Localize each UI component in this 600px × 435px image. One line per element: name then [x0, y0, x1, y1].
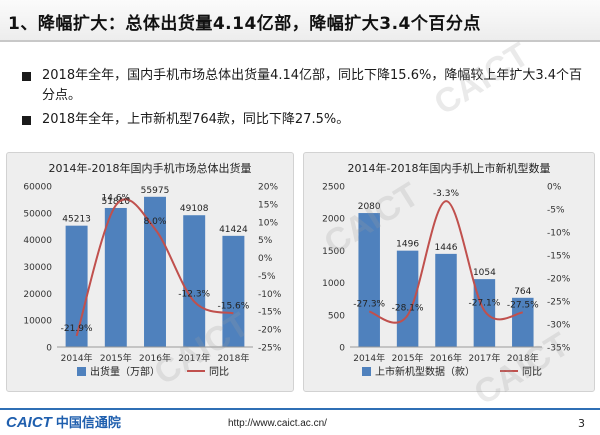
y-right-tick-label: 15% — [258, 200, 278, 210]
slide-title: 1、降幅扩大：总体出货量4.14亿部，降幅扩大3.4个百分点 — [8, 14, 481, 34]
logo-cn-text: 中国信通院 — [55, 416, 121, 431]
y-right-tick-label: -25% — [258, 344, 282, 354]
chart-title: 2014年-2018年国内手机上市新机型数量 — [348, 161, 551, 175]
x-tick-label: 2017年 — [178, 352, 210, 364]
x-tick-label: 2016年 — [139, 352, 171, 364]
legend-bar-label: 上市新机型数据（款） — [375, 365, 475, 378]
y-left-tick-label: 2500 — [322, 183, 345, 193]
shipment-chart-panel: 2014年-2018年国内手机市场总体出货量 0 10000 20000 30000 40… — [6, 152, 294, 392]
y-left-tick-label: 0 — [46, 344, 52, 354]
y-left-tick-label: 2000 — [322, 215, 345, 225]
y-left-tick-label: 500 — [328, 311, 345, 321]
x-tick-label: 2015年 — [392, 352, 424, 364]
line-value-label: 8.0% — [144, 217, 167, 227]
bar — [222, 235, 245, 347]
bar — [104, 207, 127, 347]
x-tick-label: 2016年 — [430, 352, 462, 364]
bar — [435, 253, 457, 347]
legend-bar-swatch — [77, 367, 86, 376]
new-models-chart-panel: 2014年-2018年国内手机上市新机型数量 0 500 1000 1500 2000 25… — [303, 152, 595, 392]
y-right-tick-label: -10% — [547, 229, 571, 239]
y-right-tick-label: -5% — [258, 272, 276, 282]
line-value-label: -27.3% — [353, 300, 385, 310]
page-number: 3 — [578, 417, 585, 430]
bullet-list: 2018年全年，国内手机市场总体出货量4.14亿部，同比下降15.6%，降幅较上… — [22, 66, 592, 134]
bar — [358, 213, 380, 347]
bar-value-label: 55975 — [141, 186, 170, 196]
bar-value-label: 2080 — [358, 202, 381, 212]
y-right-tick-label: -20% — [547, 275, 571, 285]
line-value-label: -15.6% — [217, 301, 249, 311]
bar — [396, 250, 419, 347]
y-right-tick-label: -35% — [547, 344, 571, 354]
y-left-tick-label: 0 — [339, 344, 345, 354]
x-tick-label: 2018年 — [507, 352, 539, 364]
yoy-line — [368, 200, 523, 324]
y-left-tick-label: 10000 — [23, 317, 52, 327]
bar — [512, 297, 534, 347]
x-tick-label: 2014年 — [61, 352, 93, 364]
bar-value-label: 41424 — [219, 225, 248, 235]
line-value-label: -12.3% — [178, 290, 210, 300]
y-left-tick-label: 1000 — [322, 279, 345, 289]
y-right-tick-label: -15% — [258, 308, 282, 318]
bar-value-label: 51810 — [101, 197, 130, 207]
y-right-tick-label: 0% — [547, 183, 562, 193]
y-right-tick-label: -10% — [258, 290, 282, 300]
x-tick-label: 2014年 — [353, 352, 385, 364]
y-left-tick-label: 50000 — [23, 209, 52, 219]
bar-value-label: 1496 — [396, 240, 419, 250]
line-value-label: 14.6% — [102, 193, 131, 203]
legend-bar-swatch — [362, 367, 371, 376]
bullet-item-1: 2018年全年，国内手机市场总体出货量4.14亿部，同比下降15.6%，降幅较上… — [22, 66, 592, 106]
line-value-label: -21.9% — [61, 324, 93, 334]
bullet-item-2: 2018年全年，上市新机型764款，同比下降27.5%。 — [22, 110, 592, 130]
yoy-line — [75, 198, 234, 337]
y-right-tick-label: -30% — [547, 321, 571, 331]
line-value-label: -28.1% — [392, 303, 424, 313]
bar-value-label: 45213 — [62, 215, 91, 225]
y-left-tick-label: 1500 — [322, 247, 345, 257]
y-left-tick-label: 20000 — [23, 290, 52, 300]
bar — [144, 196, 166, 347]
y-right-tick-label: -5% — [547, 206, 565, 216]
y-right-tick-label: -25% — [547, 298, 571, 308]
y-right-tick-label: 5% — [258, 236, 273, 246]
title-bar: 1、降幅扩大：总体出货量4.14亿部，降幅扩大3.4个百分点 — [0, 0, 600, 42]
legend-bar-label: 出货量（万部） — [90, 365, 160, 378]
line-value-label: -27.5% — [507, 301, 539, 311]
legend-line-label: 同比 — [209, 366, 229, 378]
y-right-tick-label: 0% — [258, 254, 273, 264]
x-tick-label: 2017年 — [468, 352, 500, 364]
bar-value-label: 1054 — [473, 268, 496, 278]
logo-en-text: CAICT — [6, 414, 52, 431]
bar-value-label: 1446 — [435, 243, 458, 253]
x-tick-label: 2015年 — [100, 352, 132, 364]
y-right-tick-label: -15% — [547, 252, 571, 262]
bar-value-label: 49108 — [180, 204, 209, 214]
line-value-label: -27.1% — [468, 299, 500, 309]
y-left-tick-label: 60000 — [23, 183, 52, 193]
x-tick-label: 2018年 — [217, 352, 249, 364]
caict-logo: CAICT 中国信通院 — [6, 412, 121, 432]
new-models-chart: 2014年-2018年国内手机上市新机型数量 0 500 1000 1500 2000 25… — [322, 161, 571, 378]
footer-url[interactable]: http://www.caict.ac.cn/ — [228, 418, 327, 429]
bar — [183, 215, 206, 347]
legend-line-label: 同比 — [522, 366, 542, 378]
shipment-chart: 2014年-2018年国内手机市场总体出货量 0 10000 20000 30000 40… — [23, 161, 282, 378]
bar-value-label: 764 — [514, 287, 531, 297]
y-left-tick-label: 30000 — [23, 263, 52, 273]
line-value-label: -3.3% — [433, 189, 460, 199]
y-left-tick-label: 40000 — [23, 236, 52, 246]
chart-title: 2014年-2018年国内手机市场总体出货量 — [49, 161, 252, 175]
footer-divider — [0, 408, 600, 410]
y-right-tick-label: -20% — [258, 326, 282, 336]
y-right-tick-label: 20% — [258, 183, 278, 193]
y-right-tick-label: 10% — [258, 218, 278, 228]
